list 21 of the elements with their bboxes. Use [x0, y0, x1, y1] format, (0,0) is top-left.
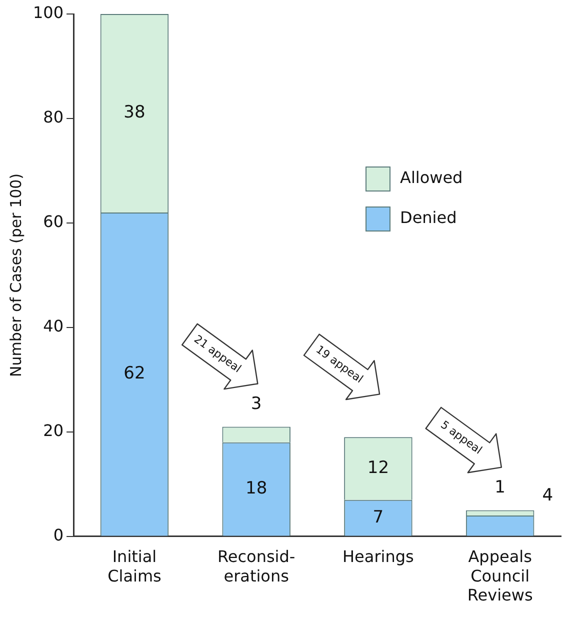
legend-label: Allowed — [400, 168, 463, 188]
data-label: 1 — [494, 478, 506, 498]
y-tick-label: 100 — [32, 3, 64, 22]
y-tick-label: 0 — [53, 526, 64, 545]
data-label: 7 — [372, 507, 384, 528]
x-tick-label: Appeals Council Reviews — [467, 547, 533, 605]
y-tick-label: 20 — [43, 421, 64, 440]
y-tick-label: 60 — [43, 212, 64, 232]
data-label: 18 — [246, 478, 268, 499]
legend-label: Denied — [400, 208, 457, 228]
x-tick-label: Hearings — [342, 547, 414, 566]
y-tick-label: 80 — [43, 108, 64, 127]
x-tick-label: Reconsid- erations — [217, 547, 296, 586]
y-axis-title: Number of Cases (per 100) — [6, 173, 25, 377]
data-label: 3 — [250, 394, 262, 414]
data-label: 12 — [367, 458, 390, 478]
x-tick-label: Initial Claims — [108, 547, 162, 586]
data-label: 4 — [542, 486, 554, 506]
y-tick-label: 40 — [43, 316, 64, 336]
data-label: 38 — [124, 102, 146, 123]
data-label: 62 — [124, 364, 146, 384]
